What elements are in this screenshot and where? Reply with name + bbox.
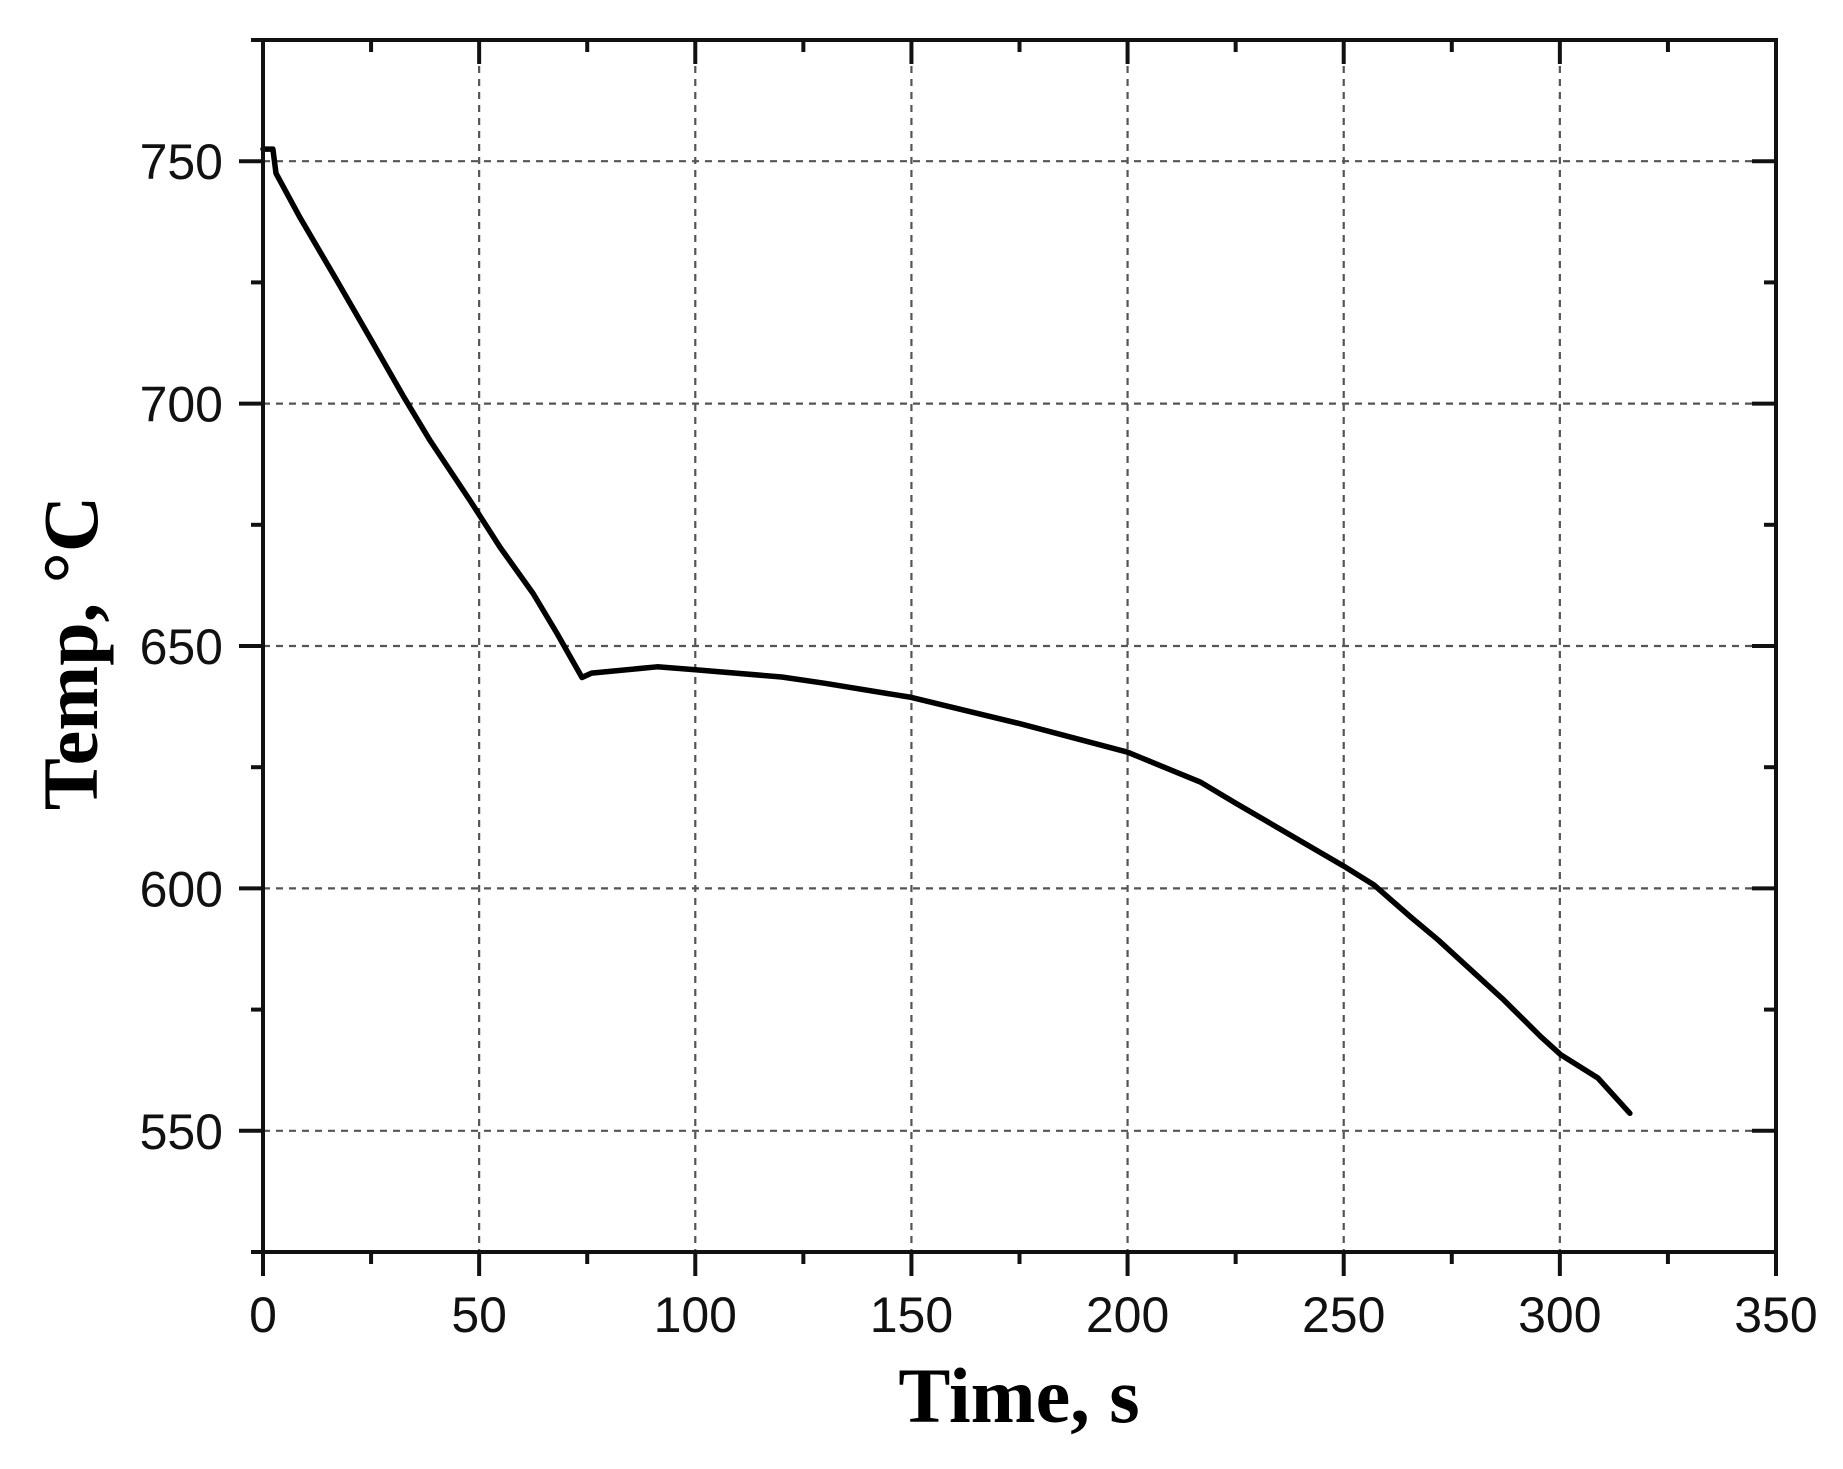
y-axis-title: Temp, °C [27,496,114,810]
x-tick-label: 250 [1302,1287,1385,1343]
y-tick-label: 750 [140,134,223,190]
x-tick-label: 300 [1518,1287,1601,1343]
grid-lines [263,40,1776,1252]
data-series [260,146,1633,1117]
x-tick-label: 350 [1734,1287,1817,1343]
y-tick-label: 650 [140,619,223,675]
x-tick-label: 50 [451,1287,507,1343]
x-tick-label: 200 [1086,1287,1169,1343]
y-tick-label: 600 [140,861,223,917]
temperature-curve [260,146,1633,1117]
y-tick-label: 550 [140,1104,223,1160]
x-tick-label: 150 [870,1287,953,1343]
x-tick-labels: 0 50 100 150 200 250 300 350 [249,1287,1818,1343]
x-axis-title: Time, s [898,1352,1139,1439]
y-tick-label: 700 [140,377,223,433]
x-tick-label: 0 [249,1287,277,1343]
axis-ticks [239,38,1778,1276]
y-tick-labels: 550 600 650 700 750 [140,134,223,1160]
x-tick-label: 100 [654,1287,737,1343]
